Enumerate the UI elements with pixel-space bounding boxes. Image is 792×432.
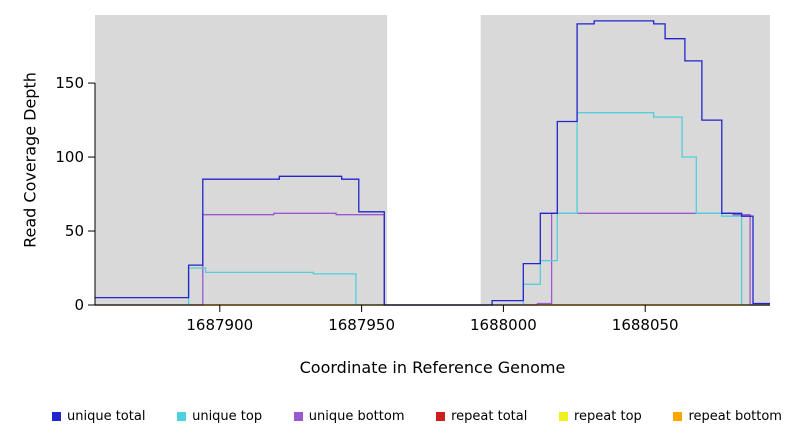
legend-label: unique top bbox=[192, 409, 263, 424]
x-tick-label: 1688050 bbox=[612, 316, 679, 334]
legend-label: repeat total bbox=[451, 409, 528, 424]
legend-label: unique total bbox=[67, 409, 146, 424]
legend-swatch-icon bbox=[436, 412, 446, 421]
legend-swatch-icon bbox=[293, 412, 303, 421]
y-axis-label: Read Coverage Depth bbox=[20, 72, 40, 248]
y-tick-label: 50 bbox=[65, 222, 84, 240]
legend-item-repeat-top: repeat top bbox=[559, 409, 642, 424]
series-line-unique-top bbox=[95, 112, 770, 306]
x-tick-label: 1687900 bbox=[186, 316, 253, 334]
legend-label: repeat top bbox=[574, 409, 642, 424]
series-line-unique-total bbox=[95, 20, 770, 306]
legend-item-repeat-total: repeat total bbox=[436, 409, 527, 424]
y-tick-label: 150 bbox=[55, 74, 84, 92]
legend-swatch-icon bbox=[177, 412, 187, 421]
y-tick-label: 100 bbox=[55, 148, 84, 166]
legend-item-unique-total: unique total bbox=[52, 409, 145, 424]
x-axis-label: Coordinate in Reference Genome bbox=[299, 358, 566, 377]
legend-item-unique-top: unique top bbox=[177, 409, 262, 424]
legend-label: unique bottom bbox=[308, 409, 405, 424]
legend: unique total unique top unique bottom repea… bbox=[0, 409, 792, 424]
legend-item-repeat-bottom: repeat bottom bbox=[673, 409, 782, 424]
legend-swatch-icon bbox=[559, 412, 568, 421]
shaded-region bbox=[95, 15, 388, 305]
x-tick-label: 1688000 bbox=[470, 316, 537, 334]
shaded-region bbox=[480, 15, 770, 305]
legend-swatch-icon bbox=[673, 412, 683, 421]
legend-item-unique-bottom: unique bottom bbox=[293, 409, 405, 424]
legend-swatch-icon bbox=[52, 412, 61, 421]
legend-label: repeat bottom bbox=[688, 409, 782, 424]
x-tick-label: 1687950 bbox=[328, 316, 395, 334]
y-tick-label: 0 bbox=[74, 296, 84, 314]
